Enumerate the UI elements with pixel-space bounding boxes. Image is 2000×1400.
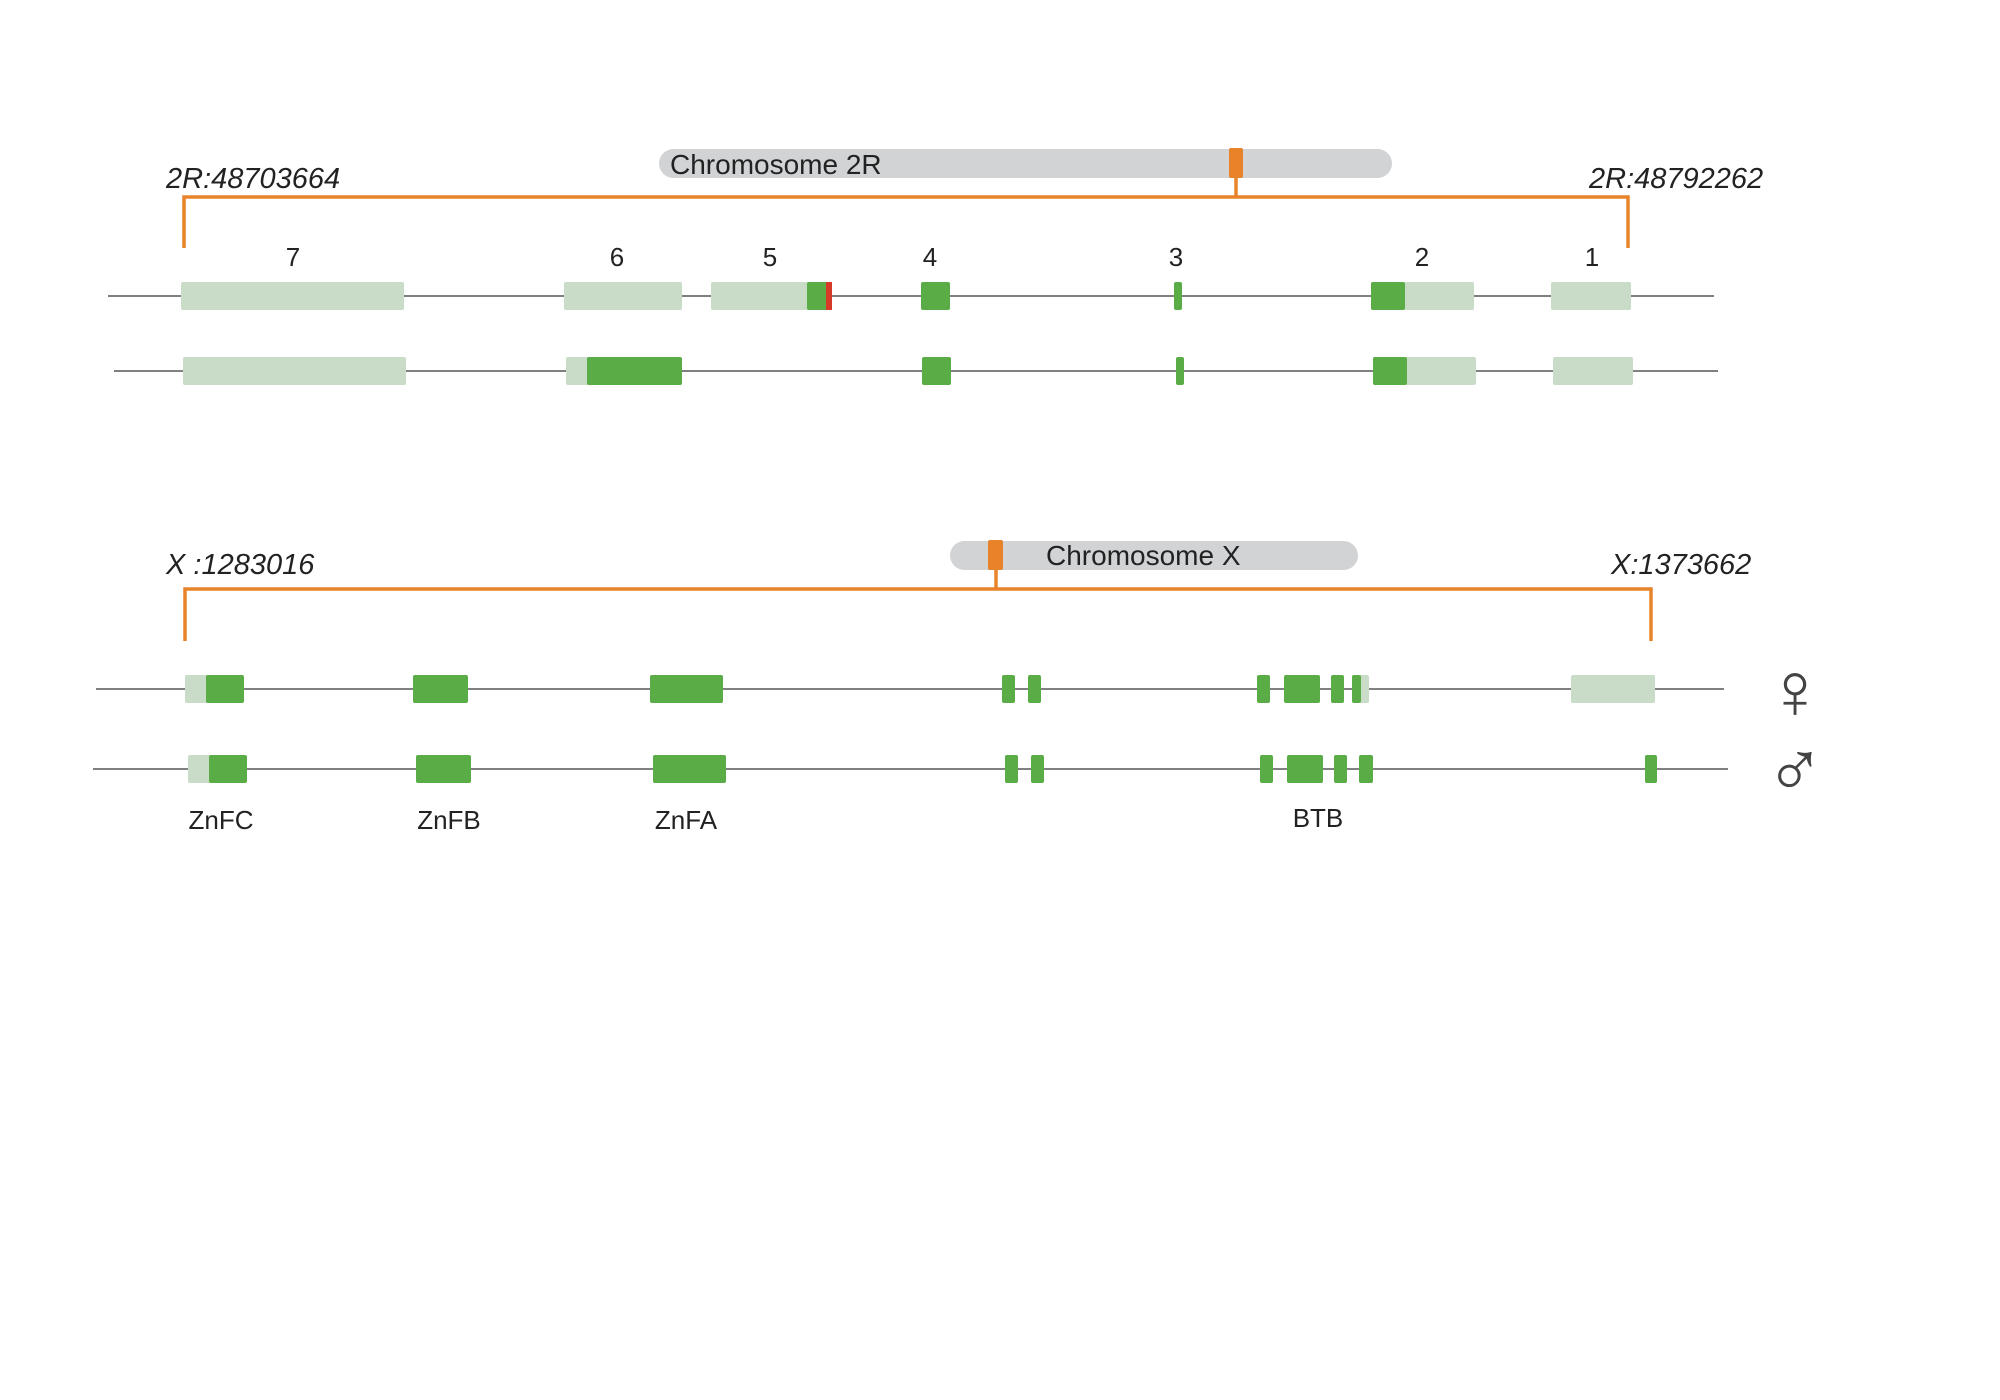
coding-exon [587,357,682,385]
coding-exon [922,357,951,385]
coding-exon [1371,282,1405,310]
utr-exon [1553,357,1633,385]
domain-label-btb: BTB [1293,803,1344,833]
chromosome-2r-bar [659,149,1392,178]
coding-exon [1031,755,1044,783]
region-end-coordinate-2r: 2R:48792262 [1588,163,1763,195]
coding-exon [1359,755,1373,783]
transcript-x-female: ♀ [96,646,1825,735]
coding-exon [1334,755,1347,783]
stop-codon-mark [826,282,832,310]
exon-number-label: 7 [286,242,300,272]
chromosome-x-label: Chromosome X [1046,540,1241,571]
coding-exon [650,675,723,703]
transcript-2r-2 [114,357,1718,385]
bracket-x [183,570,1653,641]
chromosome-2r-label: Chromosome 2R [670,149,882,180]
domain-label-znfb: ZnFB [417,805,481,835]
utr-exon [1551,282,1631,310]
coding-exon [1373,357,1407,385]
coding-exon [209,755,247,783]
chromosome-2r-locus-marker [1229,148,1243,178]
chromosome-x-bar [950,541,1358,570]
exon-number-labels: 7 6 5 4 3 2 1 [286,242,1599,272]
coding-exon [1287,755,1323,783]
coding-exon [206,675,244,703]
utr-exon [181,282,404,310]
protein-domain-labels: ZnFC ZnFB ZnFA BTB [189,803,1344,835]
male-icon: ♂ [1765,725,1825,814]
chromosome-x-region-bracket: X :1283016 X:1373662 [165,549,1751,641]
exon-number-label: 4 [923,242,937,272]
region-start-coordinate-x: X :1283016 [165,549,315,581]
coding-exon [1028,675,1041,703]
exon-number-label: 2 [1415,242,1429,272]
chromosome-x-locus-marker [988,540,1003,570]
utr-exon [711,282,809,310]
chromosome-2r-region-bracket: 2R:48703664 2R:48792262 [165,163,1763,248]
coding-exon [1174,282,1182,310]
coding-exon [653,755,726,783]
panel-chromosome-2r: Chromosome 2R 2R:48703664 2R:48792262 7 … [108,148,1763,385]
utr-exon [1571,675,1655,703]
exon-number-label: 6 [610,242,624,272]
utr-exon [183,357,406,385]
exon-number-label: 3 [1169,242,1183,272]
domain-label-znfa: ZnFA [655,805,718,835]
exon-number-label: 1 [1585,242,1599,272]
coding-exon [416,755,471,783]
coding-exon [1645,755,1657,783]
chromosome-x-ideogram: Chromosome X [950,540,1358,571]
coding-exon [1005,755,1018,783]
chromosome-2r-ideogram: Chromosome 2R [659,148,1392,180]
bracket-2r [182,178,1630,248]
coding-exon [1352,675,1361,703]
coding-exon [1257,675,1270,703]
coding-exon [1176,357,1184,385]
coding-exon [807,282,828,310]
coding-exon [921,282,950,310]
domain-label-znfc: ZnFC [189,805,254,835]
transcript-x-male: ♂ [93,725,1825,814]
region-start-coordinate-2r: 2R:48703664 [165,163,340,195]
female-icon: ♀ [1765,646,1825,735]
coding-exon [1284,675,1320,703]
panel-chromosome-x: Chromosome X X :1283016 X:1373662 ♀ [93,540,1825,835]
region-end-coordinate-x: X:1373662 [1610,549,1751,581]
utr-exon [564,282,682,310]
coding-exon [1260,755,1273,783]
coding-exon [413,675,468,703]
coding-exon [1331,675,1344,703]
transcript-2r-1 [108,282,1714,310]
exon-number-label: 5 [763,242,777,272]
coding-exon [1002,675,1015,703]
